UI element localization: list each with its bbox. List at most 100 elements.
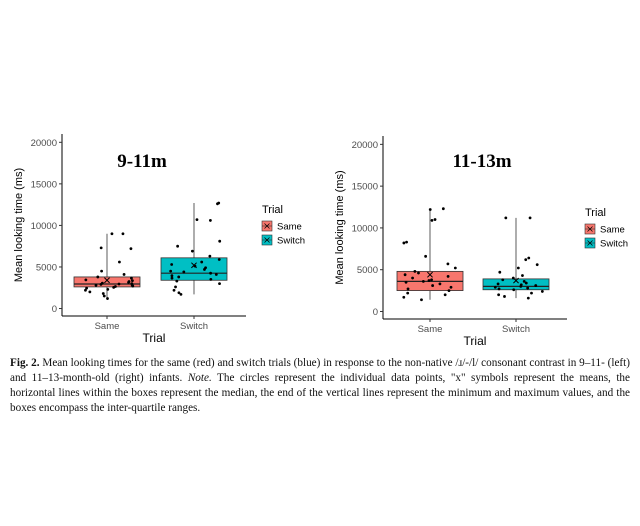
data-point xyxy=(497,287,501,291)
data-point xyxy=(182,270,186,274)
data-point xyxy=(110,232,114,236)
legend-mean-marker xyxy=(587,226,593,232)
y-tick-label: 5000 xyxy=(357,265,378,276)
data-point xyxy=(511,276,515,280)
data-point xyxy=(524,258,528,262)
data-point xyxy=(447,289,451,292)
data-point xyxy=(530,291,533,295)
data-point xyxy=(404,280,408,284)
data-point xyxy=(524,281,528,285)
data-point xyxy=(169,269,173,273)
data-point xyxy=(516,266,520,270)
figure-caption: Fig. 2. Mean looking times for the same … xyxy=(10,356,630,416)
box-same xyxy=(73,276,141,288)
mean-marker xyxy=(104,277,110,284)
data-point xyxy=(431,284,435,287)
data-point xyxy=(402,241,406,245)
chart-title: 9-11m xyxy=(117,151,167,172)
data-point xyxy=(443,293,447,297)
data-point xyxy=(176,244,180,248)
data-point xyxy=(209,278,213,281)
data-point xyxy=(512,288,516,292)
y-tick-label: 20000 xyxy=(31,138,57,149)
x-tick-label: Switch xyxy=(502,324,530,335)
legend-title: Trial xyxy=(585,207,606,219)
mean-marker xyxy=(513,277,519,284)
data-point xyxy=(493,285,497,289)
chart-panel-2: 0 5000 10000 15000 20000 Same Switch Trial Mean … xyxy=(334,136,628,348)
data-point xyxy=(218,282,221,285)
data-point xyxy=(130,282,134,285)
data-point xyxy=(174,285,177,289)
data-point xyxy=(421,279,425,283)
data-point xyxy=(209,271,212,275)
data-point xyxy=(526,296,530,300)
legend-mean-marker xyxy=(264,223,270,229)
data-point xyxy=(84,278,88,282)
data-point xyxy=(218,239,222,243)
data-point xyxy=(405,240,408,244)
data-point xyxy=(122,273,126,276)
data-point xyxy=(496,282,500,286)
data-point xyxy=(504,216,508,220)
data-point xyxy=(402,295,406,299)
data-point xyxy=(406,287,410,291)
caption-note-text: The circles represent the individual dat… xyxy=(10,372,630,414)
data-point xyxy=(130,276,133,280)
data-point xyxy=(129,247,133,251)
data-point xyxy=(200,260,204,264)
y-tick-label: 20000 xyxy=(352,140,378,151)
box-switch xyxy=(482,278,550,291)
data-point xyxy=(498,270,502,274)
data-point xyxy=(446,274,450,278)
data-point xyxy=(540,290,544,293)
y-tick-label: 15000 xyxy=(352,182,378,193)
y-tick-label: 15000 xyxy=(31,179,57,190)
data-point xyxy=(117,282,121,286)
data-point xyxy=(170,263,174,266)
data-point xyxy=(88,290,92,294)
y-tick-label: 10000 xyxy=(352,223,378,234)
y-tick-label: 5000 xyxy=(36,262,57,273)
legend-mean-marker xyxy=(587,240,593,246)
data-point xyxy=(501,278,505,282)
y-tick-label: 0 xyxy=(52,304,57,315)
data-point xyxy=(118,260,121,264)
legend-label-switch: Switch xyxy=(277,236,305,247)
data-point xyxy=(411,276,414,280)
data-point xyxy=(214,273,218,276)
y-tick-label: 0 xyxy=(373,307,378,318)
y-tick-label: 10000 xyxy=(31,221,57,232)
data-point xyxy=(522,279,526,283)
caption-note-label: Note. xyxy=(187,372,212,384)
data-point xyxy=(526,286,530,290)
data-point xyxy=(535,263,539,267)
legend-title: Trial xyxy=(262,204,283,216)
data-point xyxy=(438,282,442,286)
data-point xyxy=(100,269,103,273)
data-point xyxy=(113,285,117,288)
data-point xyxy=(96,275,100,279)
box-switch xyxy=(160,257,228,281)
data-point xyxy=(190,249,194,253)
y-axis-label: Mean looking time (ms) xyxy=(334,170,346,284)
data-point xyxy=(179,292,183,296)
data-point xyxy=(106,288,110,291)
data-point xyxy=(170,274,174,278)
data-point xyxy=(100,281,104,285)
data-point xyxy=(406,291,410,295)
data-point xyxy=(84,288,87,292)
mean-marker xyxy=(427,271,433,278)
data-point xyxy=(208,254,212,258)
data-point xyxy=(446,262,450,266)
data-point xyxy=(420,298,423,302)
data-point xyxy=(534,284,538,287)
data-point xyxy=(417,271,420,275)
data-point xyxy=(217,258,221,261)
data-point xyxy=(441,207,445,211)
legend-label-same: Same xyxy=(277,222,302,233)
chart-title: 11-13m xyxy=(452,151,511,172)
data-point xyxy=(106,297,109,300)
data-point xyxy=(102,294,106,298)
